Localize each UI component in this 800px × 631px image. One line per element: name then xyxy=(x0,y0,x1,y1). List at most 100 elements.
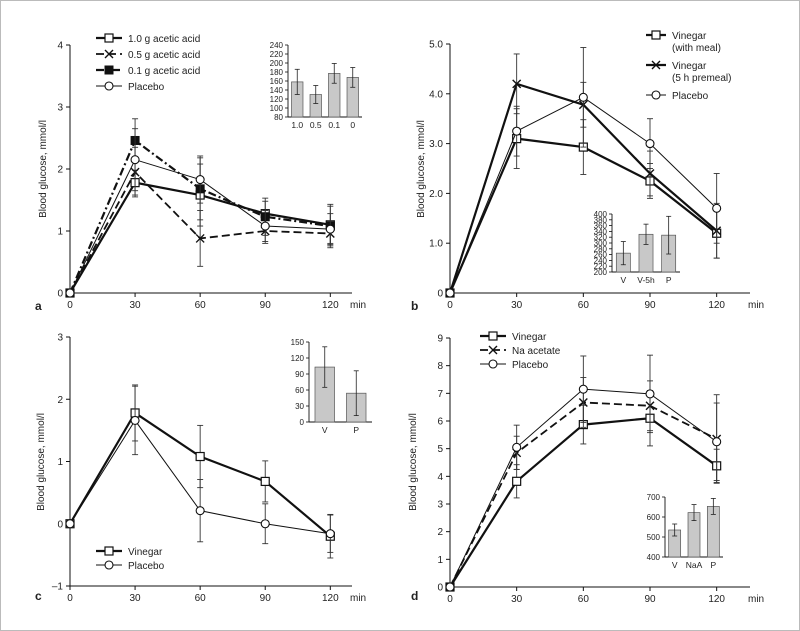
y-tick-label: 7 xyxy=(437,389,443,400)
x-tick-label: 90 xyxy=(260,300,272,311)
panel-letter: d xyxy=(411,589,418,603)
inset-x-tick-label: NaA xyxy=(686,560,703,570)
y-tick-label: 1 xyxy=(57,457,63,468)
y-tick-label: 0 xyxy=(57,289,63,300)
x-tick-label: 30 xyxy=(130,593,142,604)
data-point xyxy=(512,79,522,89)
inset-x-tick-label: P xyxy=(666,275,672,285)
x-unit-label: min xyxy=(350,593,366,604)
panel-letter: c xyxy=(35,589,42,603)
y-tick-label: –1 xyxy=(52,582,64,593)
inset-y-tick-label: 280 xyxy=(594,245,608,254)
inset-x-tick-label: V xyxy=(620,275,626,285)
panel-a: 0 1 2 3 4 0 30 60 90 120 min Blood glucose, mmol/l a… xyxy=(35,33,366,313)
x-tick-label: 60 xyxy=(195,593,207,604)
inset-y-tick-label: 380 xyxy=(594,216,608,225)
legend-label: Vinegar xyxy=(672,61,707,72)
y-tick-label: 5 xyxy=(437,444,443,455)
inset-y-tick-label: 200 xyxy=(270,59,284,68)
data-point xyxy=(325,529,335,539)
legend-marker xyxy=(488,359,498,369)
legend-label: Placebo xyxy=(512,360,549,371)
y-tick-label: 4.0 xyxy=(429,89,443,100)
inset-y-tick-label: 240 xyxy=(594,256,608,265)
x-tick-label: 0 xyxy=(447,300,453,311)
x-tick-label: 0 xyxy=(447,594,453,605)
legend-label: 1.0 g acetic acid xyxy=(128,34,200,45)
y-tick-label: 0 xyxy=(437,289,443,300)
x-tick-label: 120 xyxy=(322,300,339,311)
legend-label: Na acetate xyxy=(512,346,561,357)
data-point xyxy=(512,442,522,452)
y-tick-label: 1 xyxy=(57,227,63,238)
inset-y-tick-label: 240 xyxy=(270,41,284,50)
inset-y-tick-label: 90 xyxy=(295,370,304,379)
y-axis-label: Blood glucose, mmol/l xyxy=(38,120,49,218)
x-unit-label: min xyxy=(350,300,366,311)
y-tick-label: 5.0 xyxy=(429,40,443,51)
data-point xyxy=(65,519,75,529)
legend-label: 0.5 g acetic acid xyxy=(128,50,200,61)
y-tick-label: 3 xyxy=(57,333,63,344)
data-point xyxy=(445,288,455,298)
inset-y-tick-label: 140 xyxy=(270,86,284,95)
inset-y-tick-label: 400 xyxy=(647,553,661,562)
y-tick-label: 2 xyxy=(437,527,443,538)
x-tick-label: 30 xyxy=(511,300,523,311)
inset-y-tick-label: 200 xyxy=(594,268,608,277)
data-point xyxy=(130,155,140,165)
inset-y-tick-label: 120 xyxy=(270,95,284,104)
x-tick-label: 60 xyxy=(578,594,590,605)
data-point xyxy=(445,582,455,592)
data-point xyxy=(645,139,655,149)
inset-y-tick-label: 60 xyxy=(295,386,304,395)
x-tick-label: 90 xyxy=(260,593,272,604)
legend-marker xyxy=(104,65,114,75)
inset-x-tick-label: 0 xyxy=(350,120,355,130)
y-tick-label: 0 xyxy=(57,519,63,530)
data-point xyxy=(195,233,205,243)
legend-label: Vinegar xyxy=(672,31,707,42)
y-tick-label: 8 xyxy=(437,361,443,372)
y-tick-label: 4 xyxy=(437,472,443,483)
legend-label: Placebo xyxy=(128,82,165,93)
inset-chart: 0 30 60 90 120 150 V P xyxy=(291,338,372,435)
legend-label: Vinegar xyxy=(128,547,163,558)
inset-y-tick-label: 600 xyxy=(647,513,661,522)
data-point xyxy=(195,451,205,462)
y-tick-label: 1.0 xyxy=(429,239,443,250)
legend-marker xyxy=(104,81,114,91)
inset-y-tick-label: 220 xyxy=(594,262,608,271)
inset-x-tick-label: 0.5 xyxy=(310,120,322,130)
legend-label: Placebo xyxy=(128,561,165,572)
data-point xyxy=(512,476,522,486)
data-point xyxy=(260,519,270,529)
panel-b: 0 1.0 2.0 3.0 4.0 5.0 0 30 60 90 120 min Blood gluco… xyxy=(411,30,764,313)
data-point xyxy=(260,221,270,231)
y-tick-label: 3.0 xyxy=(429,139,443,150)
x-tick-label: 120 xyxy=(708,300,725,311)
data-point xyxy=(578,92,588,102)
x-tick-label: 120 xyxy=(322,593,339,604)
x-tick-label: 0 xyxy=(67,300,73,311)
inset-x-tick-label: V-5h xyxy=(637,275,655,285)
y-axis-label: Blood glucose, mmol/l xyxy=(36,413,47,511)
legend-marker xyxy=(104,546,114,556)
x-tick-label: 90 xyxy=(644,300,656,311)
inset-y-tick-label: 120 xyxy=(291,354,305,363)
data-point xyxy=(712,203,722,213)
data-point xyxy=(260,476,270,487)
inset-x-tick-label: 0.1 xyxy=(328,120,340,130)
legend-marker xyxy=(651,30,661,40)
y-tick-label: 9 xyxy=(437,334,443,345)
data-point xyxy=(325,224,335,234)
x-tick-label: 120 xyxy=(708,594,725,605)
legend-marker xyxy=(104,49,114,59)
y-tick-label: 0 xyxy=(437,583,443,594)
inset-y-tick-label: 220 xyxy=(270,50,284,59)
data-point xyxy=(195,506,205,516)
